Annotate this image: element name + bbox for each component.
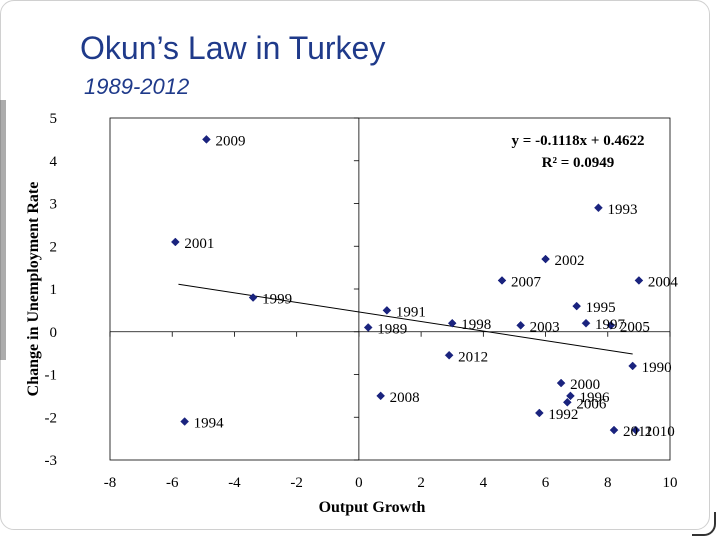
x-tick-label: 6 [542, 475, 550, 491]
data-point-2010 [631, 425, 641, 435]
point-label-2006: 2006 [576, 396, 607, 412]
data-point-1992 [534, 408, 544, 418]
data-point-1991 [382, 306, 392, 315]
point-label-2005: 2005 [620, 319, 650, 335]
data-point-2003 [516, 320, 526, 330]
data-point-2006 [562, 397, 572, 407]
point-label-2002: 2002 [555, 253, 585, 269]
data-point-2012 [444, 350, 454, 360]
plot-area [109, 117, 671, 461]
point-label-1999: 1999 [262, 292, 292, 308]
point-label-1993: 1993 [607, 202, 637, 218]
data-point-1998 [447, 318, 457, 328]
y-tick-label: -1 [45, 368, 58, 384]
point-label-2007: 2007 [511, 274, 542, 290]
slide-subtitle: 1989-2012 [84, 74, 190, 99]
data-point-2007 [497, 276, 507, 285]
point-label-2008: 2008 [390, 390, 420, 406]
x-tick-label: -8 [104, 475, 117, 491]
x-tick-label: 10 [663, 475, 678, 491]
y-tick-label: 5 [50, 111, 58, 127]
point-label-1991: 1991 [396, 304, 426, 320]
y-tick-label: -3 [45, 453, 58, 469]
data-point-2001 [170, 237, 180, 247]
data-point-2002 [541, 254, 550, 264]
slide-corner-decoration [692, 512, 716, 536]
data-point-1997 [581, 318, 591, 328]
point-label-2003: 2003 [530, 319, 560, 335]
x-tick-label: -2 [290, 475, 303, 491]
trendline-equation: y = -0.1118x + 0.4622 [512, 133, 645, 149]
y-tick-label: 1 [50, 282, 58, 298]
data-point-1990 [628, 361, 638, 371]
x-tick-label: 8 [604, 475, 612, 491]
point-label-2004: 2004 [648, 274, 679, 290]
point-label-1998: 1998 [461, 317, 491, 333]
point-label-1995: 1995 [586, 300, 616, 316]
point-label-1990: 1990 [642, 360, 672, 376]
y-tick-label: 2 [50, 239, 58, 255]
x-tick-label: 2 [417, 475, 425, 491]
point-label-2010: 2010 [645, 424, 675, 440]
point-label-2011: 2011 [623, 424, 652, 440]
point-label-2001: 2001 [184, 236, 214, 252]
data-point-1999 [248, 293, 258, 302]
x-tick-label: -6 [166, 475, 179, 491]
data-point-1989 [363, 323, 373, 332]
point-label-2000: 2000 [570, 377, 600, 393]
y-tick-label: -2 [45, 410, 58, 426]
data-point-2009 [202, 135, 211, 144]
data-point-1995 [572, 301, 582, 311]
y-axis-title: Change in Unemployment Rate [25, 182, 42, 397]
x-tick-label: 4 [480, 475, 488, 491]
y-tick-label: 0 [50, 325, 58, 341]
data-point-2004 [634, 276, 644, 285]
point-label-1994: 1994 [194, 416, 225, 432]
data-point-2011 [609, 425, 619, 435]
x-axis-title: Output Growth [319, 499, 426, 516]
slide-left-accent-bar [0, 100, 6, 360]
point-label-1989: 1989 [377, 321, 407, 337]
data-point-2000 [556, 378, 566, 388]
point-label-1996: 1996 [579, 390, 610, 406]
point-label-2012: 2012 [458, 349, 488, 365]
point-label-1992: 1992 [548, 407, 578, 423]
trendline-r-squared: R² = 0.0949 [542, 155, 615, 171]
slide-title: Okun’s Law in Turkey [80, 30, 386, 66]
x-tick-label: -4 [228, 475, 241, 491]
data-point-1993 [594, 203, 603, 213]
data-point-2005 [606, 320, 616, 330]
point-label-2009: 2009 [215, 133, 245, 149]
point-label-1997: 1997 [595, 317, 626, 333]
y-tick-label: 4 [50, 154, 58, 170]
y-tick-label: 3 [50, 197, 58, 213]
data-point-1996 [566, 391, 575, 401]
x-tick-label: 0 [355, 475, 363, 491]
data-point-2008 [376, 391, 386, 401]
data-point-1994 [180, 417, 190, 426]
